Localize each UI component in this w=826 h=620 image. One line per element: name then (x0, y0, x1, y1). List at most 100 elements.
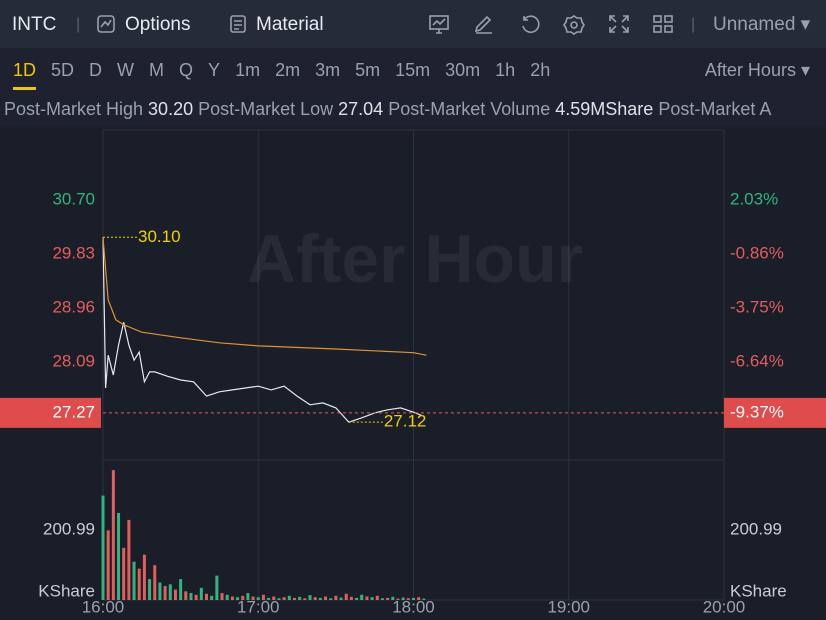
stat-label: Post-Market A (658, 99, 772, 119)
volume-bar (184, 591, 188, 600)
indicator-icon[interactable] (428, 14, 450, 62)
volume-bar (375, 595, 379, 600)
settings-icon[interactable] (563, 14, 585, 62)
layout-icon[interactable] (652, 14, 674, 62)
price-line (102, 237, 422, 423)
volume-bar (261, 594, 265, 600)
stat-value: 4.59MShare (555, 99, 654, 119)
volume-bar (210, 595, 214, 600)
material-button[interactable]: Material (256, 14, 324, 35)
volume-bar (318, 597, 322, 600)
symbol[interactable]: INTC (12, 14, 57, 35)
volume-bar (282, 597, 286, 600)
volume-bar (344, 593, 348, 600)
volume-bar (142, 554, 146, 600)
volume-bar (298, 596, 302, 600)
volume-bar (199, 587, 203, 600)
volume-bar (303, 598, 307, 600)
timeframe-button[interactable]: 1D (13, 48, 37, 92)
volume-bar (313, 597, 317, 600)
last-price-box (0, 397, 101, 428)
stat-value: 30.20 (148, 99, 194, 119)
volume-bar (168, 584, 172, 600)
volume-bar (205, 593, 208, 600)
volume-bar (153, 565, 157, 600)
session-select[interactable]: After Hours ▾ (704, 60, 810, 80)
timeframe-button[interactable]: 3m (315, 60, 341, 80)
timeframe-button[interactable]: 5D (51, 60, 75, 80)
volume-bar (412, 597, 415, 600)
volume-bar (422, 598, 426, 600)
options-button[interactable]: Options (125, 14, 191, 35)
last-change-label: -9.37% (730, 402, 784, 421)
stat-label: Post-Market Low (198, 99, 334, 119)
volume-bar (220, 593, 224, 600)
volume-bar (370, 597, 374, 600)
timeframe-button[interactable]: Q (179, 60, 194, 80)
annotation-label: 30.10 (138, 227, 181, 246)
volume-bar (111, 470, 115, 600)
volume-bar (122, 547, 126, 600)
annotation-label: 27.12 (384, 412, 427, 431)
volume-bar (241, 595, 245, 600)
volume-unit: KShare (730, 581, 787, 600)
timeframe-button[interactable]: M (149, 60, 165, 80)
timeframe-button[interactable]: W (117, 60, 135, 80)
volume-bar (251, 596, 255, 600)
draw-icon[interactable] (473, 14, 495, 62)
volume-unit: KShare (38, 581, 95, 600)
volume-bar (179, 579, 183, 600)
price-line (102, 237, 427, 356)
y-tick-label: 29.83 (52, 244, 95, 263)
stat-value: 27.04 (338, 99, 384, 119)
volume-bar (106, 530, 110, 600)
timeframe-button[interactable]: 2m (275, 60, 301, 80)
volume-bar (127, 519, 131, 600)
x-tick-label: 18:00 (392, 597, 435, 616)
fullscreen-icon[interactable] (608, 14, 630, 62)
reset-icon[interactable] (519, 14, 541, 62)
volume-bar (386, 597, 390, 600)
separator: | (691, 16, 696, 33)
volume-bar (225, 594, 229, 600)
x-tick-label: 20:00 (703, 597, 746, 616)
volume-bar (117, 512, 121, 600)
x-tick-label: 17:00 (237, 597, 280, 616)
y2-tick-label: 2.03% (730, 190, 778, 209)
timeframe-button[interactable]: Y (208, 60, 221, 80)
volume-bar (417, 597, 421, 600)
toolbar: INTC | Options Material | Unnamed ▾ (0, 0, 826, 48)
separator: | (76, 16, 81, 33)
x-tick-label: 19:00 (547, 597, 590, 616)
volume-bar (215, 575, 219, 600)
timeframe-button[interactable]: 5m (355, 60, 381, 80)
layout-name: Unnamed (713, 14, 796, 35)
volume-bar (292, 597, 296, 600)
timeframe-button[interactable]: 30m (445, 60, 481, 80)
timeframe-button[interactable]: 15m (395, 60, 431, 80)
y2-tick-label: -3.75% (730, 298, 784, 317)
timeframe-button[interactable]: 1h (495, 60, 516, 80)
timeframe-button[interactable]: 1m (235, 60, 261, 80)
timeframe-bar: 1D 5D D W M Q Y 1m 2m 3m 5m 15m 30m 1h 2h After Hours … (0, 48, 826, 92)
volume-bar (324, 596, 328, 600)
layout-select[interactable]: Unnamed ▾ (713, 14, 811, 35)
last-change-box (724, 397, 826, 428)
material-icon (230, 15, 246, 33)
timeframe-button[interactable]: 2h (530, 60, 551, 80)
stats-row: Post-Market High 30.20 Post-Market Low 27.0… (0, 92, 826, 126)
volume-bar (148, 579, 152, 600)
volume-bar (287, 595, 291, 600)
volume-bar (246, 593, 250, 600)
volume-bar (406, 598, 410, 600)
volume-bar (158, 582, 162, 600)
x-tick-label: 16:00 (82, 597, 125, 616)
volume-bar (339, 597, 343, 600)
timeframe-button[interactable]: D (89, 60, 103, 80)
y2-tick-label: -6.64% (730, 352, 784, 371)
volume-bar (267, 597, 271, 600)
y-tick-label: 28.09 (52, 351, 95, 370)
volume-bar (189, 593, 193, 600)
y-tick-label: 28.96 (52, 298, 95, 317)
